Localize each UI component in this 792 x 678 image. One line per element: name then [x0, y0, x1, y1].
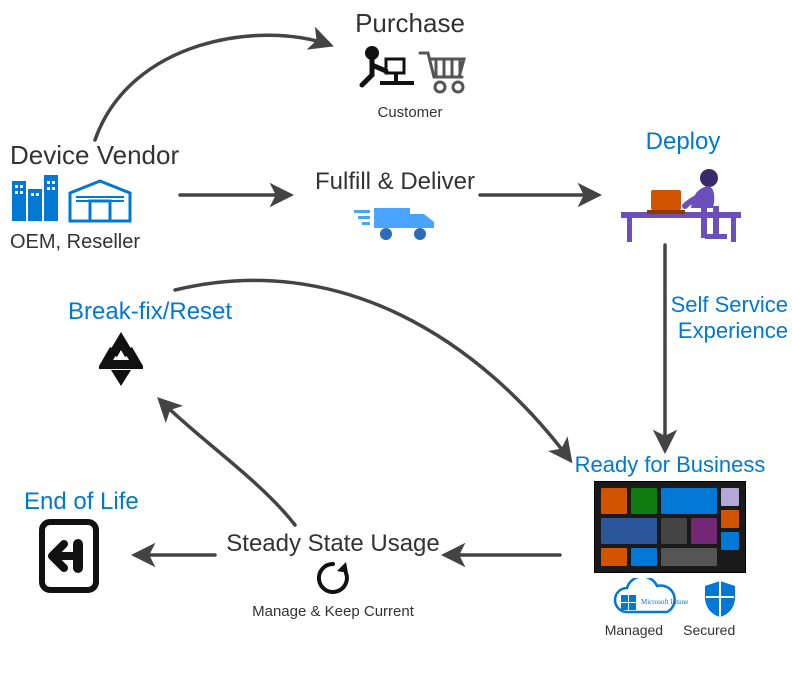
- intune-text: Microsoft Intune: [641, 598, 688, 606]
- start-tile: [721, 510, 739, 528]
- intune-cloud-icon: Microsoft Intune: [603, 578, 689, 620]
- purchase-sublabel: Customer: [330, 104, 490, 121]
- node-fulfill: Fulfill & Deliver: [300, 168, 490, 251]
- start-tile: [721, 532, 739, 550]
- node-breakfix: Break-fix/Reset: [68, 298, 248, 401]
- device-vendor-sublabel: OEM, Reseller: [10, 231, 200, 254]
- arrow-steady-to-breakfix: [160, 400, 295, 525]
- arrow-vendor-to-purchase: [95, 35, 330, 140]
- purchase-icon: [350, 39, 470, 99]
- start-tile: [601, 488, 627, 514]
- factory-icon: [10, 171, 140, 226]
- node-device-vendor: Device Vendor OEM, Reseller: [10, 140, 200, 254]
- start-tile: [661, 518, 687, 544]
- deploy-label: Deploy: [598, 128, 768, 156]
- node-end-of-life: End of Life: [24, 488, 164, 601]
- steady-sublabel: Manage & Keep Current: [218, 603, 448, 620]
- edge-label-self-service: Self Service Experience: [558, 292, 788, 345]
- node-deploy: Deploy: [598, 128, 768, 251]
- start-tile: [721, 488, 739, 506]
- start-tile: [631, 488, 657, 514]
- diagram-root: { "type": "flowchart", "canvas": {"w":79…: [0, 0, 792, 678]
- purchase-label: Purchase: [330, 8, 490, 39]
- fulfill-label: Fulfill & Deliver: [300, 168, 490, 196]
- node-steady-state: Steady State Usage Manage & Keep Current: [218, 530, 448, 620]
- start-tile: [661, 548, 717, 566]
- refresh-icon: [313, 558, 353, 598]
- windows-start-tiles-icon: [595, 482, 745, 572]
- eol-label: End of Life: [24, 488, 164, 516]
- start-tile: [661, 488, 717, 514]
- secured-label: Secured: [683, 622, 735, 638]
- start-tile: [601, 548, 627, 566]
- defender-shield-icon: [703, 579, 737, 619]
- recycle-icon: [86, 326, 156, 396]
- start-tile: [601, 518, 657, 544]
- managed-label: Managed: [605, 622, 663, 638]
- exit-icon: [34, 516, 104, 596]
- start-tile: [691, 518, 717, 544]
- start-tile: [631, 548, 657, 566]
- ready-label: Ready for Business: [555, 452, 785, 478]
- device-vendor-label: Device Vendor: [10, 140, 200, 171]
- self-service-label: Self Service Experience: [558, 292, 788, 345]
- delivery-truck-icon: [350, 196, 440, 246]
- breakfix-label: Break-fix/Reset: [68, 298, 248, 326]
- person-at-desk-icon: [613, 156, 753, 246]
- node-ready-for-business: Ready for Business Microsoft Intune Mana…: [555, 452, 785, 638]
- steady-label: Steady State Usage: [218, 530, 448, 558]
- node-purchase: Purchase Customer: [330, 8, 490, 121]
